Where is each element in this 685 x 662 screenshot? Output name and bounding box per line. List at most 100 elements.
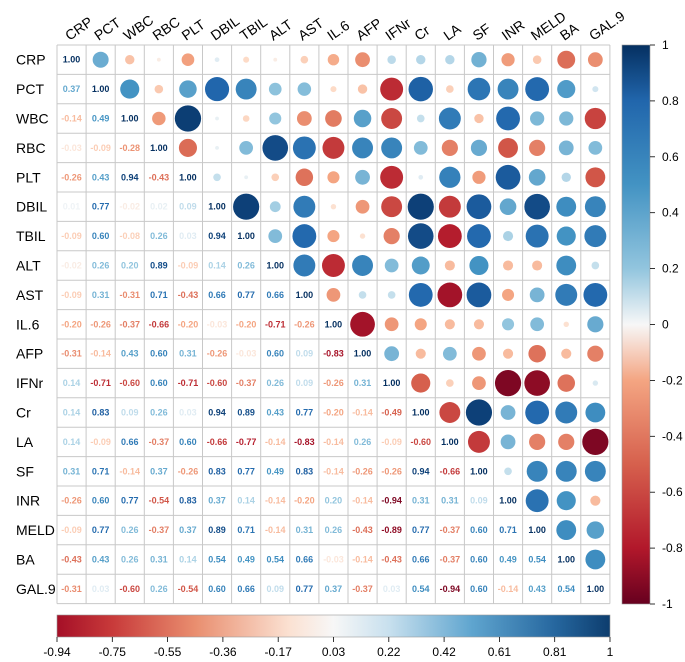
cell-value-BA-PLT: 0.14 xyxy=(179,555,197,565)
cell-value-TBIL-WBC: -0.08 xyxy=(119,231,140,241)
cell-value-SF-DBIL: 0.83 xyxy=(208,466,226,476)
cell-circle-ALT-IFNr xyxy=(384,258,399,273)
cell-circle-RBC-AFP xyxy=(352,137,374,159)
cell-diagonal-PCT: 1.00 xyxy=(92,84,110,94)
cell-value-TBIL-RBC: 0.26 xyxy=(150,231,168,241)
cell-value-IFNr-WBC: -0.60 xyxy=(119,378,140,388)
cell-value-INR-RBC: -0.54 xyxy=(149,496,170,506)
cell-circle-CRP-DBIL xyxy=(214,57,220,63)
cell-value-SF-PCT: 0.71 xyxy=(92,466,110,476)
cell-circle-WBC-IFNr xyxy=(381,108,403,129)
cell-circle-IFNr-GAL.9 xyxy=(592,380,599,386)
cell-circle-ALT-AFP xyxy=(352,255,374,276)
cell-circle-INR-GAL.9 xyxy=(590,495,601,506)
cell-circle-WBC-AFP xyxy=(353,109,372,128)
cell-value-GAL.9-IL.6: 0.37 xyxy=(325,584,343,594)
cell-circle-PCT-RBC xyxy=(154,84,164,94)
colorbar-bottom-tick-label: -0.94 xyxy=(43,645,71,659)
cell-circle-PCT-AFP xyxy=(357,84,368,94)
cell-value-IFNr-TBIL: -0.37 xyxy=(236,378,257,388)
cell-circle-SF-GAL.9 xyxy=(584,460,606,482)
cell-circle-DBIL-BA xyxy=(556,196,577,217)
cell-value-AST-RBC: 0.71 xyxy=(150,290,168,300)
cell-value-MELD-CRP: -0.09 xyxy=(61,525,82,535)
cell-circle-WBC-ALT xyxy=(269,112,282,125)
cell-circle-SF-MELD xyxy=(526,460,548,482)
cell-circle-CRP-TBIL xyxy=(243,56,250,63)
cell-circle-Cr-BA xyxy=(555,401,578,424)
cell-circle-DBIL-IFNr xyxy=(381,196,403,218)
cell-value-INR-ALT: -0.14 xyxy=(265,496,286,506)
cell-circle-WBC-SF xyxy=(474,113,484,124)
cell-value-SF-LA: -0.66 xyxy=(440,466,461,476)
row-label-Cr: Cr xyxy=(16,405,31,421)
cell-circle-WBC-INR xyxy=(496,106,520,131)
cell-circle-RBC-Cr xyxy=(413,141,428,155)
cell-value-SF-IL.6: -0.14 xyxy=(323,466,344,476)
colorbar-right-tick-label: 0.8 xyxy=(662,94,679,108)
cell-value-INR-LA: 0.31 xyxy=(441,496,459,506)
cell-circle-IL.6-INR xyxy=(502,318,515,331)
cell-value-Cr-IFNr: -0.49 xyxy=(381,408,402,418)
column-label-TBIL: TBIL xyxy=(237,13,271,43)
cell-circle-ALT-IL.6 xyxy=(321,254,345,277)
cell-circle-PCT-WBC xyxy=(120,79,140,99)
cell-circle-ALT-SF xyxy=(469,255,489,276)
cell-value-IL.6-DBIL: -0.03 xyxy=(207,319,228,329)
cell-value-IL.6-RBC: -0.66 xyxy=(149,319,170,329)
cell-circle-IL.6-GAL.9 xyxy=(587,316,604,333)
cell-value-GAL.9-SF: 0.60 xyxy=(470,584,488,594)
cell-value-AFP-WBC: 0.43 xyxy=(121,349,139,359)
column-label-PLT: PLT xyxy=(178,16,208,43)
cell-value-TBIL-CRP: -0.09 xyxy=(61,231,82,241)
cell-circle-DBIL-INR xyxy=(499,198,517,216)
cell-circle-PCT-MELD xyxy=(525,77,550,102)
cell-circle-IFNr-BA xyxy=(557,374,575,392)
cell-circle-PCT-IL.6 xyxy=(330,86,337,93)
cell-circle-DBIL-GAL.9 xyxy=(584,196,606,218)
cell-value-IL.6-AST: -0.26 xyxy=(294,319,315,329)
colorbar-right-tick-label: 0.2 xyxy=(662,262,679,276)
cell-value-LA-CRP: 0.14 xyxy=(63,437,81,447)
cell-value-AFP-CRP: -0.31 xyxy=(61,349,82,359)
cell-value-SF-CRP: 0.31 xyxy=(63,466,81,476)
cell-circle-ALT-INR xyxy=(503,260,514,271)
cell-value-ALT-WBC: 0.20 xyxy=(121,261,139,271)
cell-value-SF-IFNr: -0.26 xyxy=(381,466,402,476)
colorbar-right-tick-label: -0.6 xyxy=(662,485,683,499)
colorbar-bottom-tick-label: 0.22 xyxy=(377,645,401,659)
cell-value-AST-PLT: -0.43 xyxy=(178,290,199,300)
cell-circle-INR-BA xyxy=(556,491,576,511)
cell-value-SF-AST: 0.83 xyxy=(296,466,314,476)
cell-circle-TBIL-INR xyxy=(503,231,514,242)
cell-circle-WBC-RBC xyxy=(152,111,166,126)
cell-circle-PLT-SF xyxy=(472,170,486,184)
cell-value-INR-Cr: 0.31 xyxy=(412,496,430,506)
row-label-SF: SF xyxy=(16,463,34,479)
colorbar-right-tick-label: 0.4 xyxy=(662,206,679,220)
cell-circle-DBIL-IL.6 xyxy=(330,204,337,210)
cell-diagonal-IL.6: 1.00 xyxy=(325,319,343,329)
cell-circle-CRP-PCT xyxy=(92,51,109,68)
cell-diagonal-ALT: 1.00 xyxy=(266,261,284,271)
cell-circle-DBIL-LA xyxy=(438,195,461,218)
cell-circle-AFP-INR xyxy=(503,348,514,359)
cell-circle-RBC-GAL.9 xyxy=(588,141,603,155)
cell-value-GAL.9-WBC: -0.60 xyxy=(119,584,140,594)
cell-circle-DBIL-Cr xyxy=(407,193,434,220)
cell-circle-DBIL-AFP xyxy=(355,199,370,214)
cell-value-BA-CRP: -0.43 xyxy=(61,555,82,565)
cell-value-PLT-WBC: 0.94 xyxy=(121,172,139,182)
cell-value-DBIL-CRP: 0.01 xyxy=(63,202,81,212)
cell-circle-PLT-AFP xyxy=(355,169,370,185)
cell-value-ALT-CRP: -0.02 xyxy=(61,261,82,271)
row-label-AFP: AFP xyxy=(16,346,43,362)
cell-value-Cr-AST: 0.77 xyxy=(296,408,314,418)
cell-value-MELD-IFNr: -0.89 xyxy=(381,525,402,535)
cell-circle-PLT-ALT xyxy=(271,173,280,182)
cell-circle-CRP-AFP xyxy=(355,52,370,68)
matrix-cells: 0.37 -0.14 0.49 -0.03 -0.09 -0.28 -0.26 0.43 0.9… xyxy=(61,50,609,594)
column-label-CRP: CRP xyxy=(62,13,95,43)
cell-circle-IL.6-IFNr xyxy=(384,317,399,332)
cell-circle-RBC-IL.6 xyxy=(322,136,345,159)
